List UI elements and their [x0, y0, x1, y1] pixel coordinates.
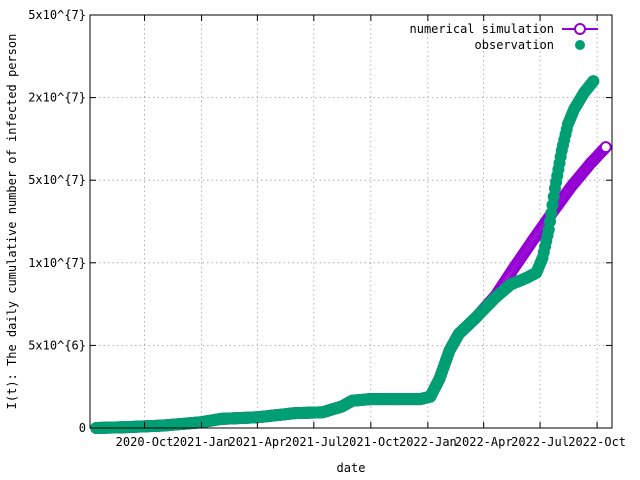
x-tick-label: 2022-Oct: [568, 435, 626, 449]
legend-entry-observation: observation: [475, 38, 585, 52]
x-tick-label: 2021-Jan: [173, 435, 231, 449]
legend: numerical simulation observation: [410, 22, 598, 52]
data-point: [587, 75, 600, 88]
y-axis-label: I(t): The daily cumulative number of inf…: [5, 34, 19, 410]
tick-layer: 0 5x10^{6} 1x10^{7} 5x10^{7} 2x10^{7} 5x10^{7…: [28, 8, 626, 449]
y-tick-label: 5x10^{7}: [28, 8, 86, 22]
y-tick-label: 5x10^{6}: [28, 338, 86, 352]
x-tick-label: 2022-Apr: [455, 435, 513, 449]
legend-marker-simulation: [574, 23, 586, 35]
y-tick-label: 5x10^{7}: [28, 173, 86, 187]
grid-layer: [90, 15, 612, 428]
series-simulation: [90, 141, 612, 434]
x-tick-label: 2021-Apr: [228, 435, 286, 449]
legend-label-simulation: numerical simulation: [410, 22, 555, 36]
x-axis-label: date: [337, 461, 366, 475]
plot-area-border: [89, 14, 613, 429]
legend-label-observation: observation: [475, 38, 554, 52]
x-tick-label: 2022-Jul: [511, 435, 569, 449]
data-point: [599, 141, 612, 154]
legend-marker-observation: [575, 40, 585, 50]
y-tick-label: 0: [79, 421, 86, 435]
x-tick-label: 2021-Oct: [342, 435, 400, 449]
y-tick-label: 1x10^{7}: [28, 256, 86, 270]
x-tick-label: 2022-Jan: [399, 435, 457, 449]
x-tick-label: 2021-Jul: [285, 435, 343, 449]
x-tick-label: 2020-Oct: [116, 435, 174, 449]
legend-entry-simulation: numerical simulation: [410, 22, 598, 36]
y-tick-label: 2x10^{7}: [28, 91, 86, 105]
series-layer: [90, 75, 612, 434]
